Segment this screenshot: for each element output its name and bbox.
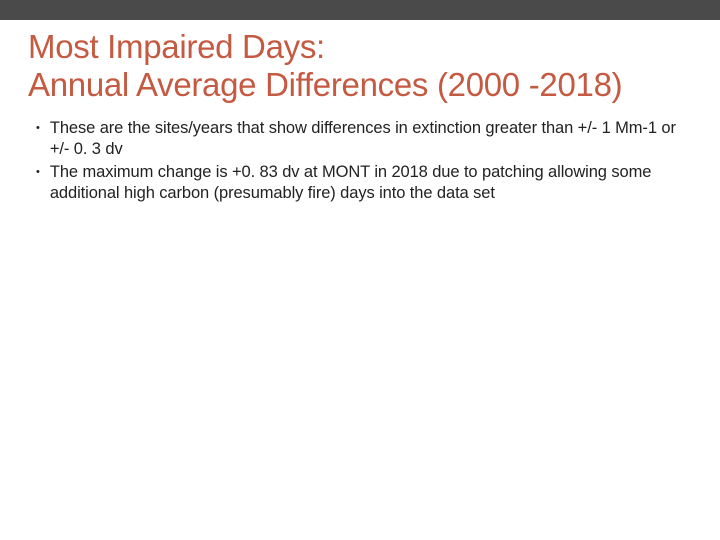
slide-content: Most Impaired Days: Annual Average Diffe…	[0, 28, 720, 204]
slide-title: Most Impaired Days: Annual Average Diffe…	[28, 28, 692, 104]
list-item: • These are the sites/years that show di…	[36, 118, 692, 160]
title-line-1: Most Impaired Days:	[28, 28, 325, 65]
bullet-text: The maximum change is +0. 83 dv at MONT …	[50, 162, 692, 204]
title-line-2: Annual Average Differences (2000 -2018)	[28, 66, 622, 103]
list-item: • The maximum change is +0. 83 dv at MON…	[36, 162, 692, 204]
bullet-text: These are the sites/years that show diff…	[50, 118, 692, 160]
bullet-icon: •	[36, 166, 40, 178]
bullet-icon: •	[36, 122, 40, 134]
bullet-list: • These are the sites/years that show di…	[28, 118, 692, 204]
top-accent-bar	[0, 0, 720, 20]
